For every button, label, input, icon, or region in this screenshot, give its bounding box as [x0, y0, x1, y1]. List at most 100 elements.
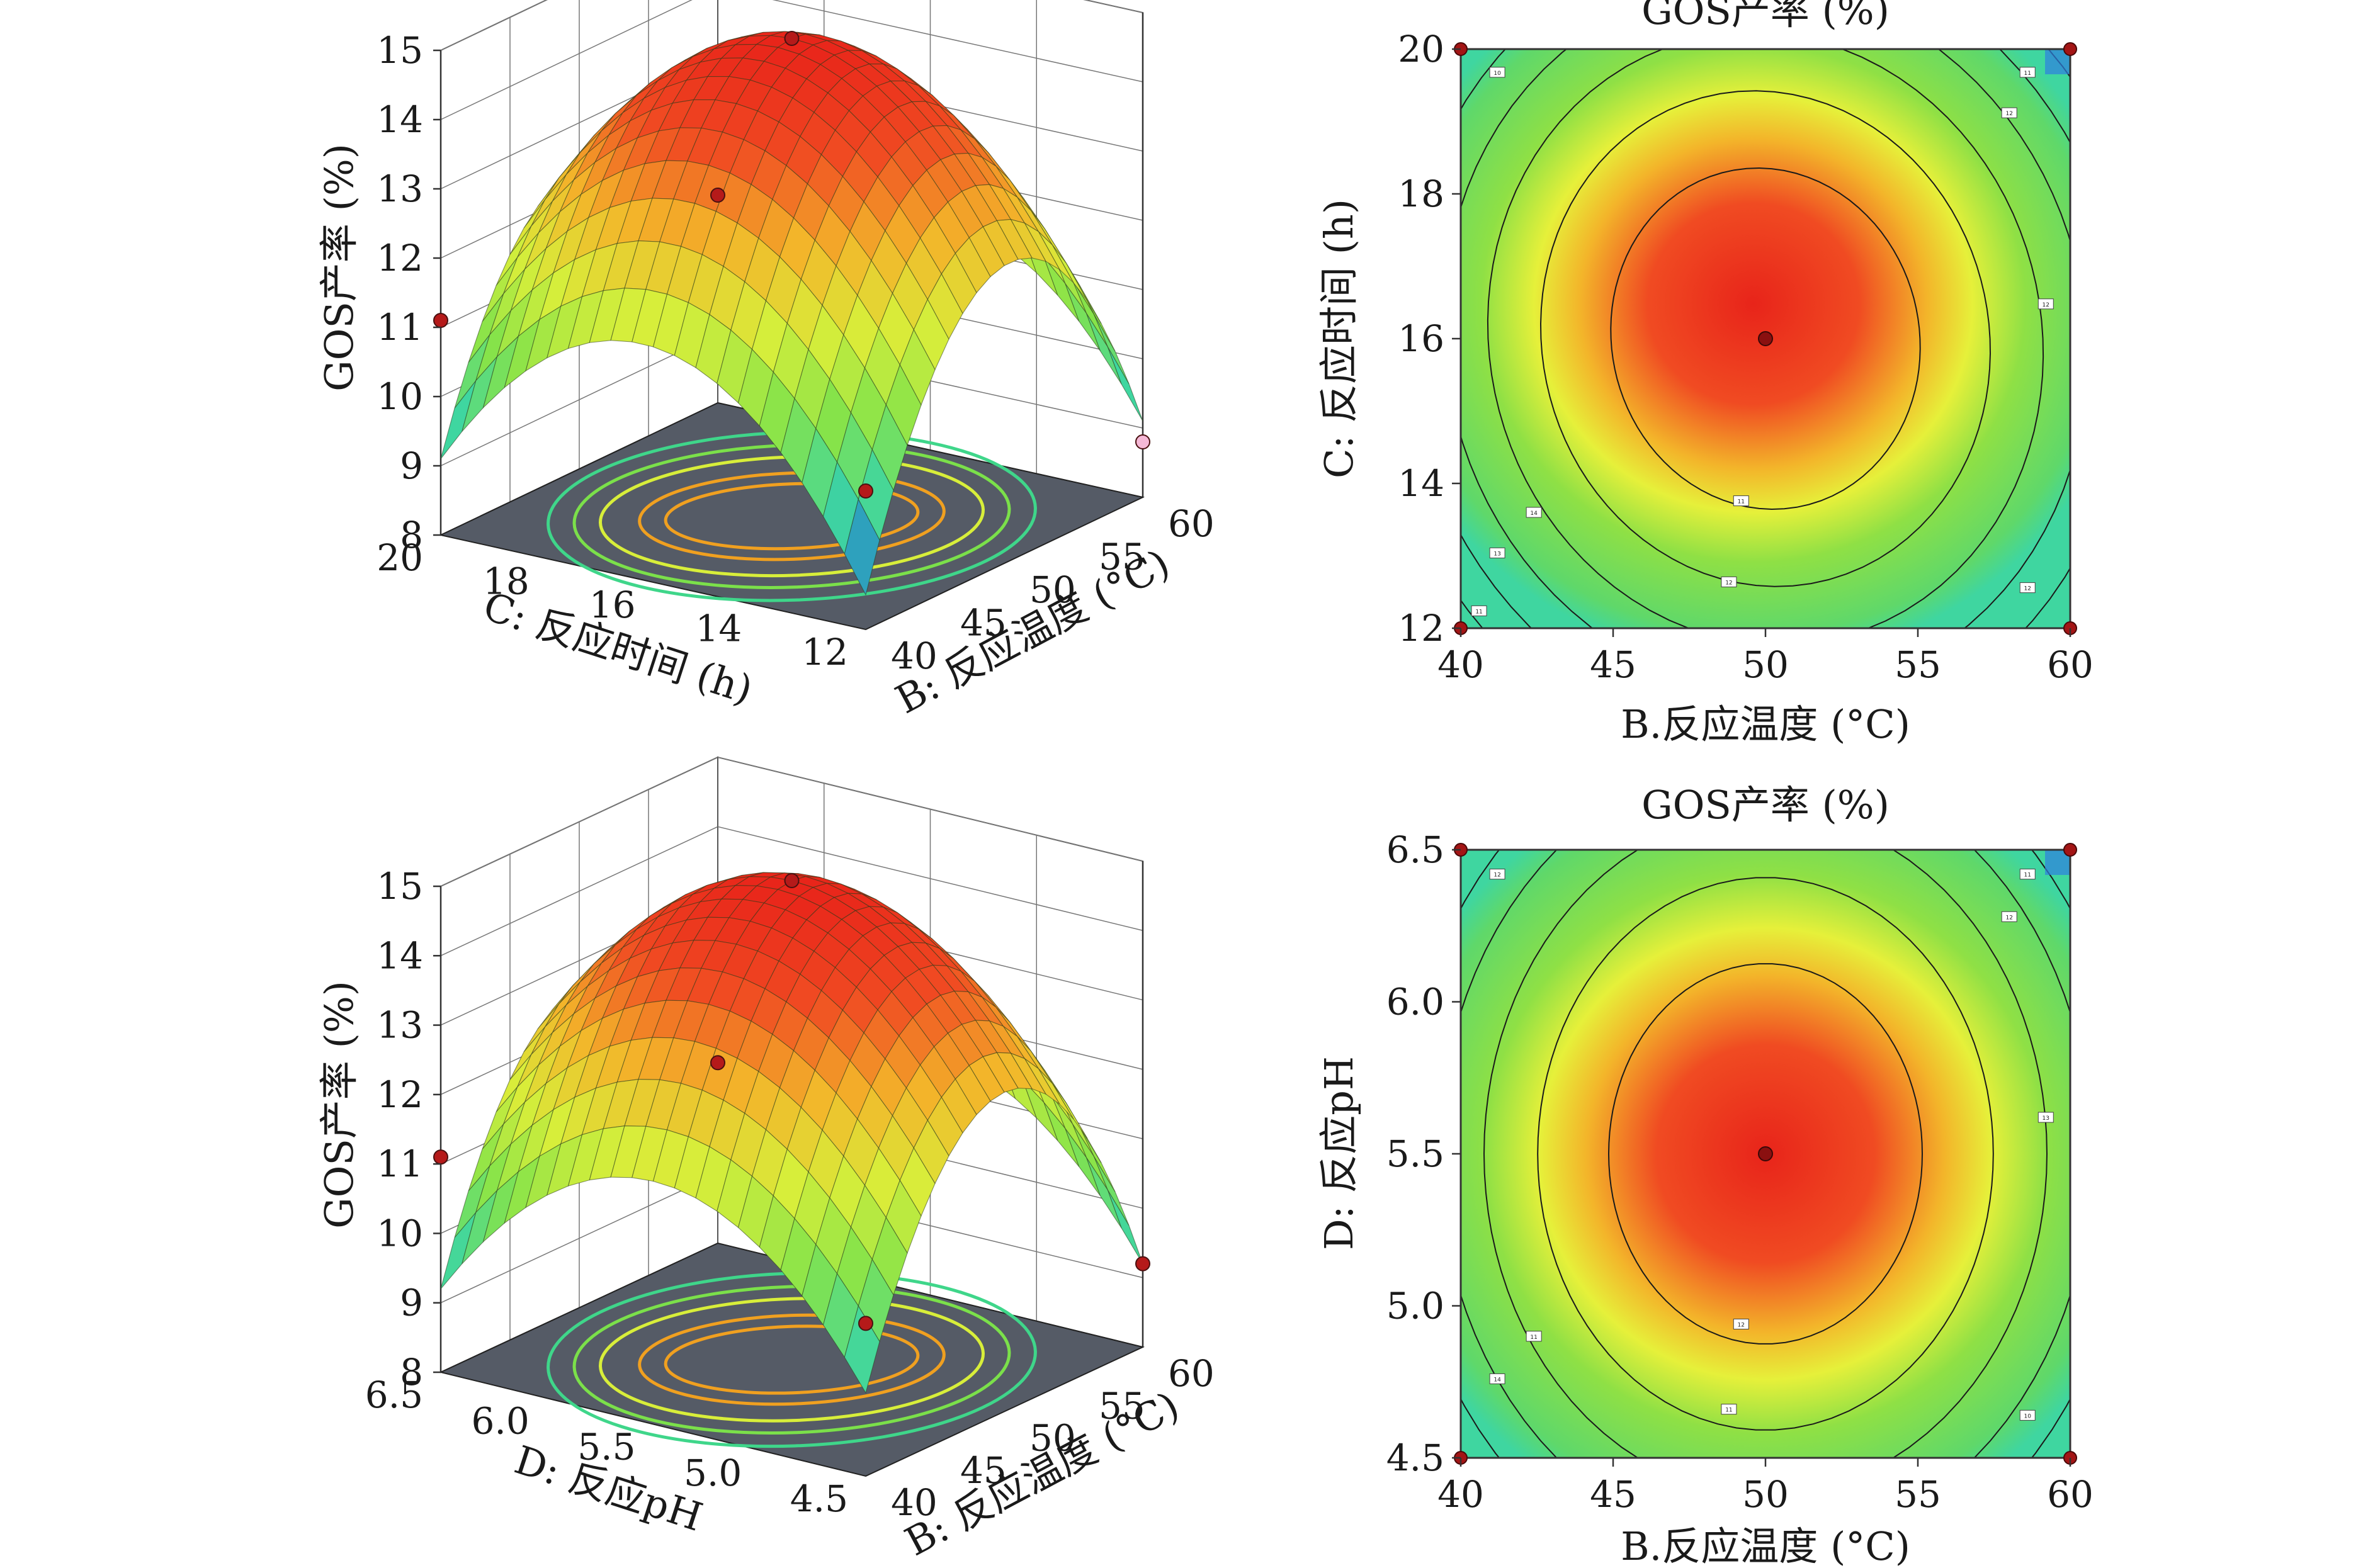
- y-tick-label: 4.5: [790, 1477, 848, 1520]
- center-point: [1758, 1146, 1773, 1161]
- y-tick-label: 5.5: [577, 1426, 635, 1469]
- floor-contour: [638, 1313, 946, 1406]
- contour-plot-1-title: GOS产率 (%): [1641, 0, 1890, 33]
- x-tick-label: 55: [1895, 1473, 1941, 1516]
- z-tick-label: 9: [400, 1282, 423, 1324]
- surface-cell: [844, 498, 880, 596]
- design-point: [784, 873, 800, 889]
- contour-line: [1539, 90, 1992, 587]
- contour-label-box: [1526, 507, 1542, 518]
- contour-label: 12: [1725, 580, 1732, 586]
- gridline: [440, 0, 548, 51]
- design-point: [433, 313, 448, 328]
- contour-label-box: [2037, 1112, 2054, 1123]
- surface-plot-1-z-title: GOS产率 (%): [316, 144, 362, 392]
- y-tick-label: 16: [1398, 317, 1444, 360]
- contour-plot-2-title: GOS产率 (%): [1641, 782, 1890, 828]
- x-tick-label: 60: [1168, 1352, 1215, 1395]
- contour-label: 13: [2043, 1115, 2049, 1122]
- x-tick-label: 45: [1590, 643, 1636, 686]
- floor-contour: [572, 1284, 1011, 1435]
- z-tick-label: 9: [400, 444, 423, 487]
- design-point: [1135, 1256, 1150, 1272]
- y-tick-label: 5.0: [1386, 1285, 1444, 1328]
- z-tick-label: 11: [377, 306, 423, 349]
- y-tick-label: 6.5: [1386, 828, 1444, 871]
- contour-line: [1610, 167, 1921, 510]
- contour-label-box: [1489, 547, 1505, 558]
- contour-label-box: [2019, 1409, 2036, 1421]
- surface-plot-temperature-time: 8 9 10 11 12 13 14 15 40 45 50 55 60 12 14 16 18 20 GOS产率…: [316, 0, 1215, 723]
- contour-label: 10: [1493, 71, 1501, 77]
- surface-plot-1-mesh: [440, 31, 1143, 596]
- contour-label: 14: [1530, 510, 1538, 517]
- design-point: [784, 31, 800, 46]
- contour-plot-1-y-title: C: 反应时间 (h): [1316, 199, 1362, 478]
- x-tick-label: 40: [1437, 643, 1484, 686]
- z-tick-label: 10: [377, 375, 423, 418]
- contour-label: 11: [1738, 499, 1745, 505]
- z-tick-label: 13: [377, 167, 423, 210]
- x-tick-label: 60: [2047, 1473, 2094, 1516]
- contour-line: [1487, 49, 2044, 628]
- x-tick-label: 45: [1590, 1473, 1636, 1516]
- contour-label: 12: [1493, 872, 1500, 879]
- z-tick-label: 8: [400, 1351, 423, 1394]
- x-tick-label: 60: [2047, 643, 2094, 686]
- contour-label-box: [1489, 67, 1505, 78]
- contour-plot-2-lines: 12 11 12 13 14 11 12 11 10: [1461, 850, 2070, 1458]
- contour-label-box: [2019, 582, 2036, 594]
- center-point: [1758, 331, 1773, 346]
- surface-plot-2-ticks: 8 9 10 11 12 13 14 15 40 45 50 55 60 4.5 5.0 5.5 6.0 6.5: [365, 865, 1215, 1524]
- surface-plot-1-design-points: [433, 31, 1150, 499]
- surface-plot-2-floor: [438, 1242, 1145, 1477]
- y-tick-label: 14: [1398, 462, 1444, 505]
- contour-label: 11: [1530, 1334, 1537, 1341]
- x-tick-label: 55: [1895, 643, 1941, 686]
- floor-contour: [638, 471, 946, 561]
- x-tick-label: 40: [891, 635, 938, 677]
- contour-plot-2-x-title: B.反应温度 (°C): [1621, 1523, 1910, 1568]
- contour-plot-1-lines: 10 11 12 12 13 14 11 12 12 11: [1461, 49, 2070, 628]
- contour-label-box: [1721, 576, 1737, 587]
- y-tick-label: 4.5: [1386, 1436, 1444, 1479]
- z-tick-label: 11: [377, 1142, 423, 1185]
- y-tick-label: 12: [802, 631, 848, 674]
- surface-plot-2-mesh: [440, 872, 1143, 1394]
- y-tick-label: 6.0: [1386, 981, 1444, 1024]
- contour-label-box: [1489, 869, 1505, 880]
- contour-label-box: [1733, 1318, 1749, 1329]
- contour-label-box: [2019, 67, 2036, 78]
- floor-contour: [664, 482, 920, 551]
- contour-line: [1461, 49, 2070, 628]
- contour-label-box: [2001, 911, 2017, 922]
- z-tick-label: 12: [377, 237, 423, 279]
- x-tick-label: 40: [1437, 1473, 1484, 1516]
- y-tick-label: 6.5: [365, 1373, 423, 1416]
- x-tick-label: 50: [1029, 1417, 1076, 1460]
- contour-label-box: [1526, 1331, 1542, 1342]
- x-tick-label: 55: [1099, 1384, 1145, 1427]
- x-tick-label: 50: [1742, 643, 1789, 686]
- contour-line: [1537, 877, 1994, 1431]
- z-tick-label: 15: [377, 865, 423, 908]
- contour-plot-2-axes: 40 45 50 55 60 4.5 5.0 5.5 6.0 6.5: [1386, 828, 2094, 1516]
- design-point: [2063, 42, 2077, 56]
- y-tick-label: 14: [695, 607, 742, 650]
- z-tick-label: 8: [400, 514, 423, 556]
- x-tick-label: 45: [960, 602, 1007, 645]
- y-tick-label: 6.0: [472, 1399, 530, 1442]
- design-point: [858, 1316, 873, 1331]
- contour-label: 11: [1475, 609, 1482, 615]
- design-point: [710, 188, 725, 203]
- y-tick-label: 18: [1398, 172, 1444, 215]
- floor-plane: [438, 1242, 1145, 1477]
- contour-plot-temperature-time: 10 11 12 12 13 14 11 12 12 11 40 45 50 55 60 12 14 16 18 2…: [1316, 0, 2094, 747]
- contour-plot-1-x-title: B.反应温度 (°C): [1621, 701, 1910, 747]
- contour-label: 13: [1493, 551, 1500, 557]
- design-point: [433, 1149, 448, 1165]
- y-tick-label: 20: [377, 536, 423, 579]
- z-tick-label: 13: [377, 1004, 423, 1047]
- x-tick-label: 40: [891, 1481, 938, 1524]
- z-tick-label: 12: [377, 1073, 423, 1116]
